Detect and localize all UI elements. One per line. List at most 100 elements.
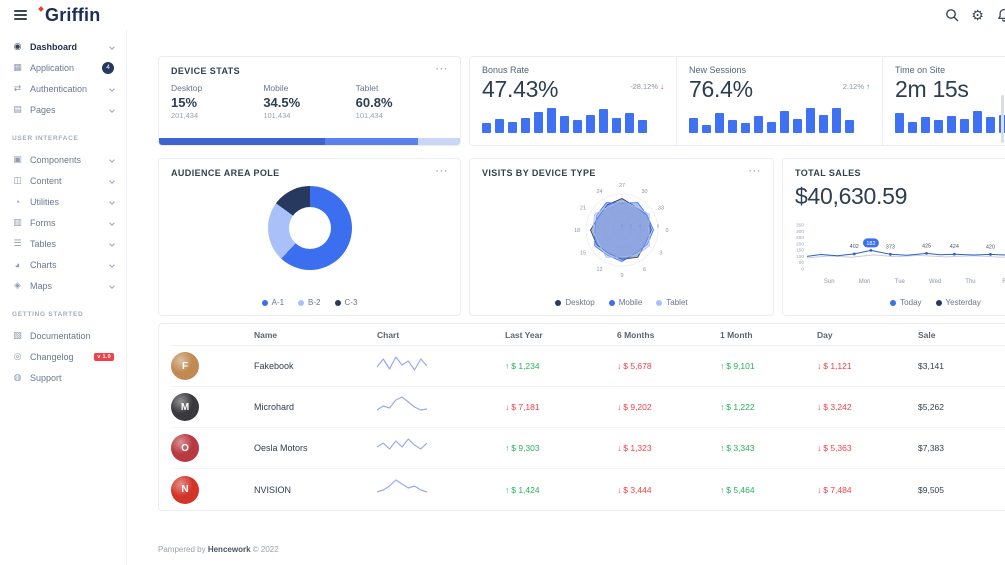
legend-item-b-2[interactable]: B-2 [298,298,321,307]
legend-item-mobile[interactable]: Mobile [608,298,642,307]
amount-text: $ 5,464 [726,484,755,495]
table-header-row: Name Chart Last Year 6 Months 1 Month Day Sale [171,324,1005,346]
sidebar-item-components[interactable]: ▣ Components [0,149,126,170]
footer-prefix: Pampered by [158,545,206,554]
sidebar-item-label: Forms [30,217,56,228]
value-sale: $3,141 [918,361,944,371]
device-stats-title: DEVICE STATS [171,66,240,76]
device-stat-percent: 60.8% [355,95,393,110]
device-stat-count: 101,434 [263,111,291,120]
sidebar-section-title: USER INTERFACE [12,135,79,142]
sidebar-item-support[interactable]: ◍ Support [0,367,126,388]
avatar: O [171,434,199,462]
value-day: ↓ $ 3,242 [817,402,918,412]
sidebar-item-maps[interactable]: ◈ Maps [0,275,126,296]
navbar-actions [944,8,1005,23]
value-six_months: ↓ $ 3,444 [617,485,720,495]
menu-icon[interactable] [12,8,29,22]
device-stat-tablet: Tablet 60.8% 101,434 [356,83,448,120]
sidebar-item-charts[interactable]: ◕ Charts [0,254,126,275]
svg-text:200: 200 [796,241,804,247]
svg-text:0: 0 [801,267,804,273]
value-one_month: ↑ $ 3,343 [720,443,817,453]
legend-item-a-1[interactable]: A-1 [261,298,284,307]
bar [599,109,608,133]
bar [767,121,776,133]
legend-item-yesterday[interactable]: Yesterday [935,298,981,307]
bar [947,115,956,133]
card-menu-icon[interactable] [433,60,450,77]
table-row[interactable]: F Fakebook ↑ $ 1,234 ↓ $ 5,678 ↑ $ 9,101 ↓ $ 1,12… [171,346,1005,387]
tables-icon: ☰ [13,238,22,248]
device-stat-count: 101,434 [355,111,383,120]
sidebar-item-forms[interactable]: ▥ Forms [0,212,126,233]
table-row[interactable]: N NVISION ↑ $ 1,424 ↓ $ 3,444 ↑ $ 5,464 ↓ $ 7,484… [171,469,1005,510]
table-row[interactable]: M Microhard ↓ $ 7,181 ↓ $ 9,202 ↑ $ 1,222 ↓ $ 3,2… [171,387,1005,428]
gear-icon[interactable] [970,8,985,23]
sidebar-item-label: Changelog [30,351,74,362]
footer-brand-link[interactable]: Hencework [207,545,251,554]
legend-item-tablet[interactable]: Tablet [656,298,688,307]
audience-legend: A-1 B-2 C-3 [159,298,460,307]
card-menu-icon[interactable] [433,162,450,179]
value-day: ↓ $ 1,121 [817,361,918,371]
avatar: N [171,475,199,504]
sidebar-item-dashboard[interactable]: ◉ Dashboard [0,36,126,57]
svg-text:30: 30 [641,189,647,195]
scrollbar-thumb[interactable] [1001,95,1004,143]
value-one_month: ↑ $ 1,222 [720,402,817,412]
radar-chart-wrap: 0 3 6 9 12 15 18 21 24 27 30 33 0 2 4 6 8 [482,180,761,292]
value-one_month: ↑ $ 9,101 [720,361,817,371]
legend-label: Tablet [666,298,688,307]
audience-donut-chart [267,186,352,270]
sidebar-item-label: Maps [30,280,53,291]
down-arrow-icon: ↓ [817,402,822,412]
legend-item-desktop[interactable]: Desktop [555,298,595,307]
legend-item-c-3[interactable]: C-3 [334,298,357,307]
table-row[interactable]: O Oesla Motors ↑ $ 9,303 ↓ $ 1,323 ↑ $ 3,343 ↓ $ … [171,428,1005,469]
company-name: NVISION [254,484,292,495]
kpi-bar-chart [482,105,664,139]
sidebar-item-authentication[interactable]: ⇄ Authentication [0,78,126,99]
value-day: ↓ $ 5,363 [817,443,918,453]
search-icon[interactable] [944,8,959,23]
sidebar-item-utilities[interactable]: ◔ Utilities [0,191,126,212]
up-arrow-icon: ↑ [505,361,510,371]
sidebar-item-tables[interactable]: ☰ Tables [0,233,126,254]
svg-text:Fri: Fri [1002,279,1005,285]
card-menu-icon[interactable] [746,162,763,179]
kpi-bonus-rate: Bonus Rate 47.43% -28.12% ↓ [470,57,676,145]
chevron-down-icon [109,240,115,247]
bar [482,123,491,133]
svg-text:425: 425 [922,243,931,249]
sidebar-item-documentation[interactable]: ▧ Documentation [0,325,126,346]
chevron-down-icon [109,156,115,163]
svg-text:420: 420 [986,244,995,250]
sidebar-item-pages[interactable]: ▤ Pages [0,99,126,120]
up-arrow-icon: ↑ [720,361,725,371]
audience-card: AUDIENCE AREA POLE A-1 B-2 C-3 [158,158,461,316]
bar [754,116,763,133]
sidebar-item-application[interactable]: ▦ Application 4 [0,57,126,78]
maps-icon: ◈ [14,280,21,290]
legend-item-today[interactable]: Today [890,298,922,307]
bar [845,119,854,133]
svg-text:9: 9 [620,273,623,279]
sidebar-item-label: Tables [30,238,57,249]
bar [573,120,582,133]
bar [960,119,969,133]
sidebar-item-label: Dashboard [30,41,78,52]
kpi-value: 2m 15s [895,76,969,102]
forms-icon: ▥ [13,217,22,227]
down-arrow-icon: ↓ [817,361,822,371]
kpi-change-text: 2.12% [842,82,864,91]
device-stats-columns: Desktop 15% 201,434 Mobile 34.5% 101,434 Table… [171,83,448,120]
amount-text: $ 1,222 [726,402,755,412]
kpi-change-text: -28.12% [630,82,658,91]
app-logo[interactable]: Griffin [38,5,100,26]
total-sales-card: TOTAL SALES $40,630.59 350 300 250 200 150 10… [782,158,1005,316]
sidebar-item-content[interactable]: ◫ Content [0,170,126,191]
bell-icon[interactable] [996,8,1005,23]
sidebar-item-changelog[interactable]: ◎ Changelog v 1.0 [0,346,126,367]
avatar: F [171,352,199,380]
